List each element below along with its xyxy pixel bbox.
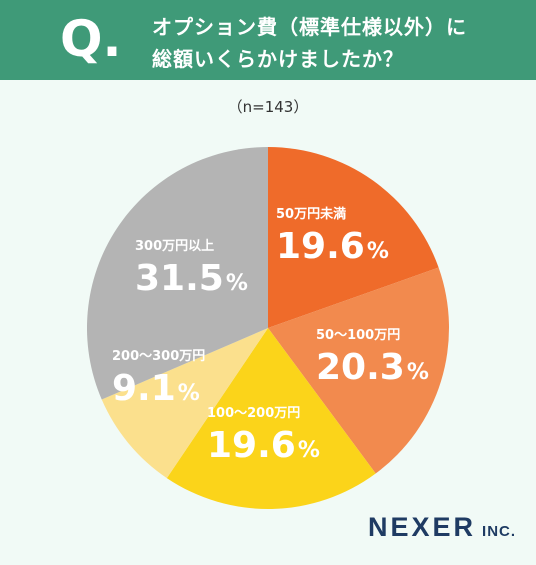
pie-slice	[268, 267, 450, 474]
slice-category-label: 200～300万円	[112, 349, 205, 364]
slice-value-unit: %	[178, 381, 200, 406]
question-text-line2: 総額いくらかけましたか？	[152, 47, 404, 71]
pie-slice	[101, 328, 269, 479]
question-header: Q. オプション費（標準仕様以外）に 総額いくらかけましたか？	[0, 0, 536, 80]
question-mark: Q.	[60, 10, 122, 68]
question-text-line1: オプション費（標準仕様以外）に	[152, 15, 467, 39]
pie-slice	[268, 147, 439, 328]
slice-value-unit: %	[407, 360, 429, 385]
logo-suffix: INC.	[482, 523, 517, 540]
slice-category-label: 300万円以上	[135, 239, 214, 254]
nexer-logo: NEXER INC.	[368, 512, 516, 543]
slice-value-unit: %	[226, 271, 248, 296]
logo-name: NEXER	[368, 512, 477, 542]
slice-category-label: 100～200万円	[207, 406, 300, 421]
sample-size: （n=143）	[227, 98, 309, 116]
slice-category-label: 50～100万円	[316, 328, 400, 343]
pie-slice	[86, 147, 268, 400]
slice-value-unit: %	[298, 438, 320, 463]
pie-slice	[166, 328, 376, 509]
slice-value-unit: %	[367, 239, 389, 264]
slice-category-label: 50万円未満	[276, 206, 346, 222]
